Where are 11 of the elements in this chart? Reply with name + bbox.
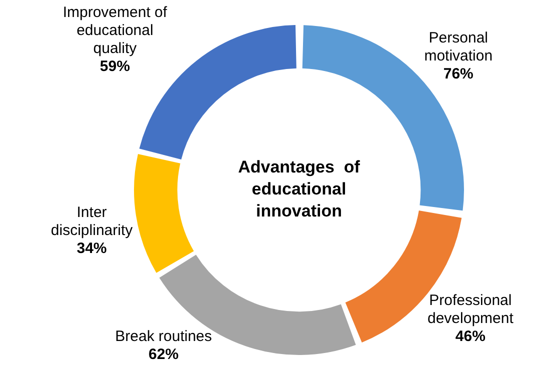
slice-label: Personal motivation — [424, 30, 493, 65]
data-label: 46% — [455, 328, 486, 345]
slice-label: Improvement of educational quality — [62, 4, 168, 58]
data-label: 62% — [148, 346, 179, 364]
data-label: 59% — [100, 58, 130, 76]
data-label: 76% — [443, 66, 474, 83]
data-label: 34% — [76, 240, 107, 258]
text: Advantages of educational innovation — [238, 158, 360, 221]
slice-label: Break routines — [115, 328, 212, 346]
slice-label: Professional development — [427, 292, 514, 327]
slice-label: Inter disciplinarity — [50, 204, 134, 240]
